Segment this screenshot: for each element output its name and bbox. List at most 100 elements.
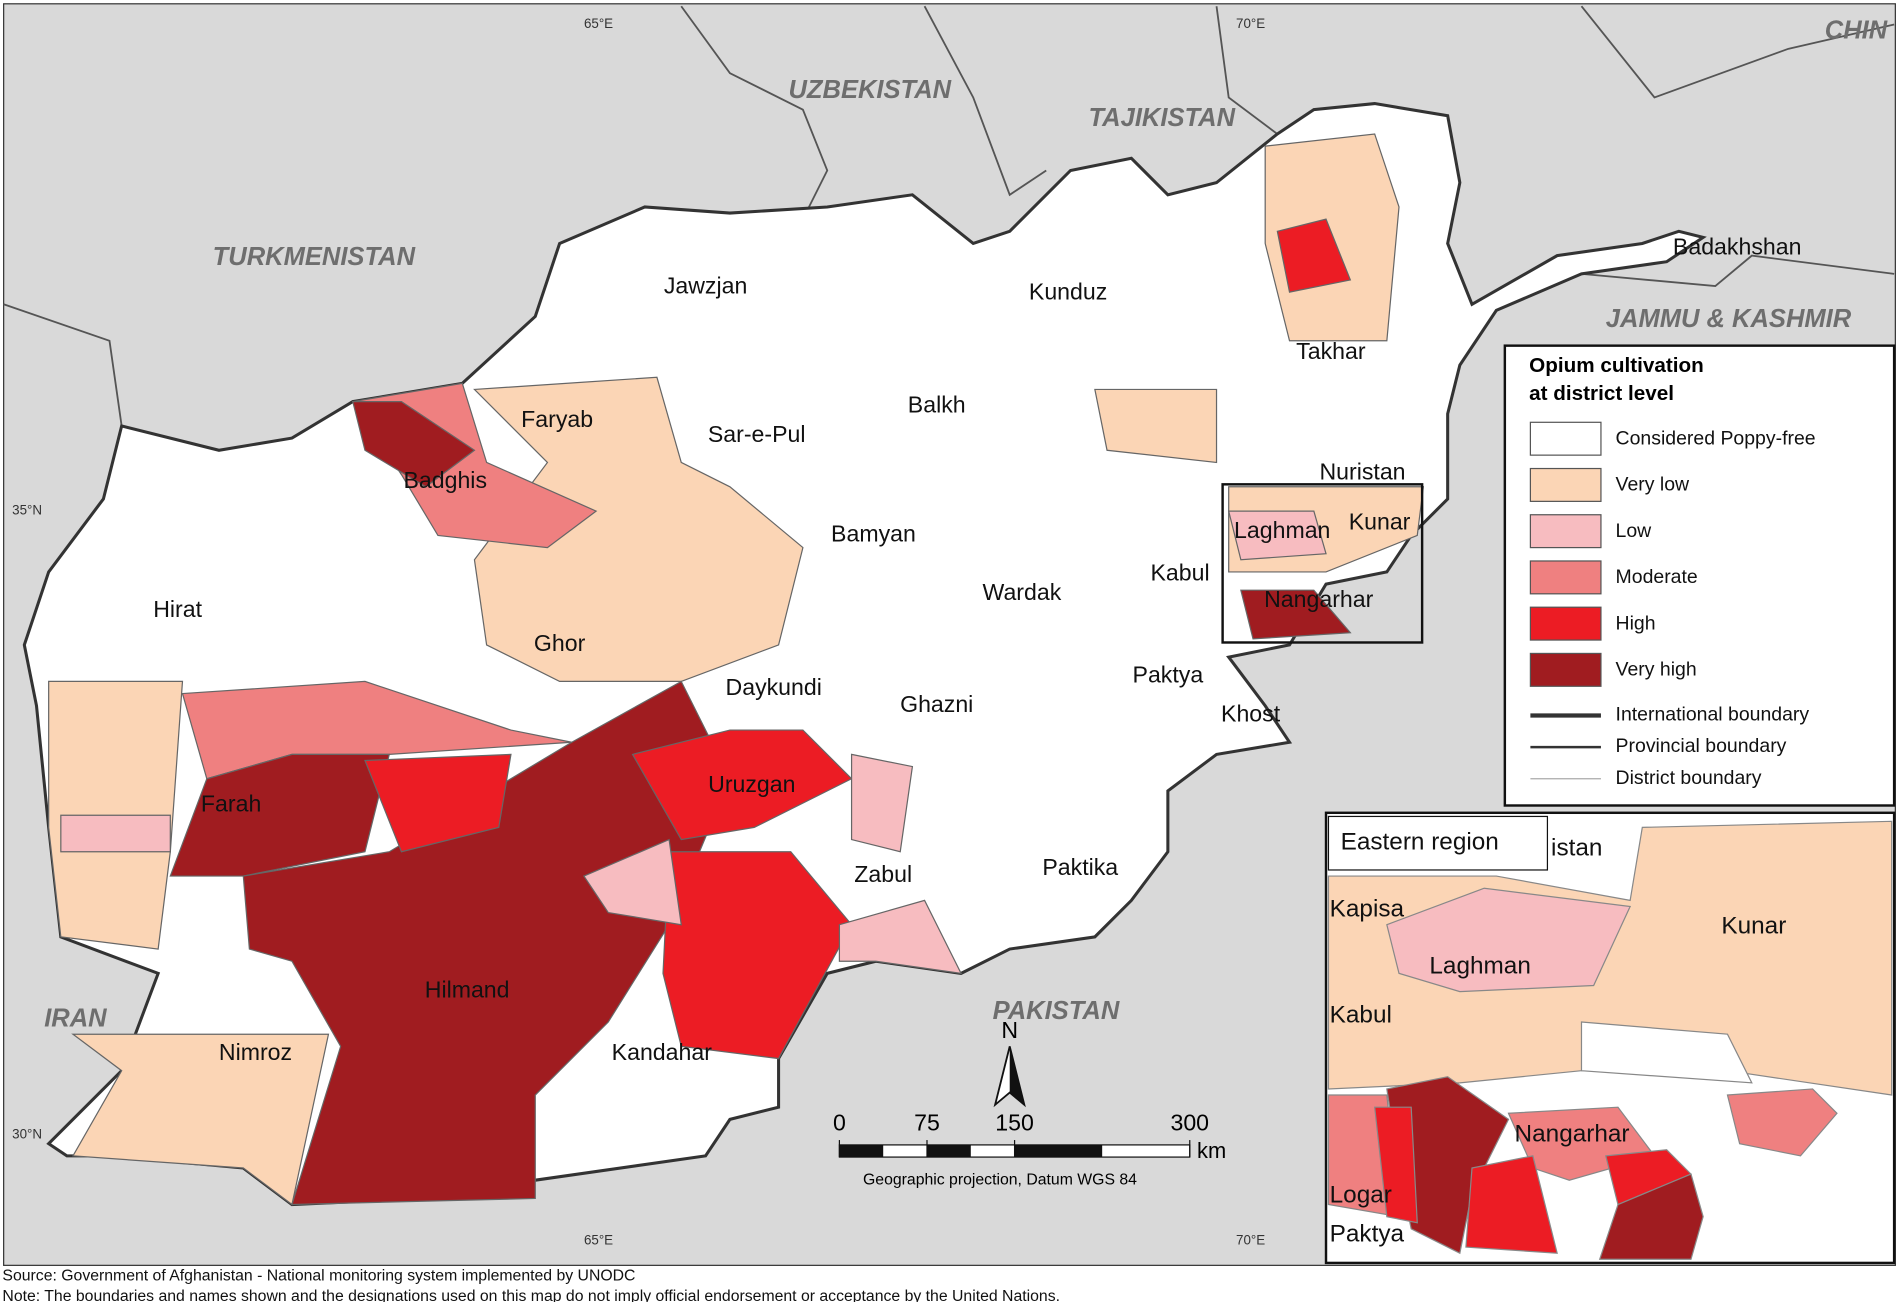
country-label: CHIN <box>1825 17 1888 45</box>
scale-label: 0 <box>833 1109 846 1135</box>
province-label: Bamyan <box>831 521 916 547</box>
legend-swatch <box>1529 467 1602 502</box>
legend-title: at district level <box>1529 382 1674 405</box>
region <box>60 814 171 853</box>
country-label: UZBEKISTAN <box>788 76 951 104</box>
inset-label: istan <box>1551 835 1602 862</box>
graticule: 65°E 70°E 65°E 70°E 35°N 30°N <box>12 16 1265 1248</box>
province-label: Zabul <box>854 861 912 887</box>
inset-title: Eastern region <box>1341 829 1499 856</box>
region <box>1240 589 1352 640</box>
inset-label: Kapisa <box>1330 896 1405 923</box>
province-label: Faryab <box>521 406 593 432</box>
scale-segment <box>926 1144 971 1158</box>
province-label: Hirat <box>153 596 202 622</box>
source-note: Source: Government of Afghanistan - Nati… <box>2 1267 635 1284</box>
legend-swatch <box>1529 652 1602 687</box>
region <box>1598 1173 1704 1260</box>
region <box>838 899 963 975</box>
country-label: JAMMU & KASHMIR <box>1606 305 1852 333</box>
legend-swatch <box>1529 514 1602 549</box>
scale-unit: km <box>1197 1138 1226 1163</box>
legend-label: Low <box>1616 520 1653 542</box>
province-label: Badakhshan <box>1673 233 1802 259</box>
region <box>1580 1021 1753 1084</box>
legend-swatch <box>1529 560 1602 595</box>
province-label: Farah <box>201 791 261 817</box>
legend-swatch <box>1529 606 1602 641</box>
country-label: PAKISTAN <box>993 997 1120 1025</box>
province-label: Daykundi <box>726 674 822 700</box>
region <box>1726 1088 1838 1157</box>
scale-segment <box>839 1144 884 1158</box>
province-label: Nangarhar <box>1264 586 1373 612</box>
region <box>1386 887 1632 993</box>
province-label: Sar-e-Pul <box>708 421 806 447</box>
legend-label: International boundary <box>1616 704 1810 726</box>
inset-label: Nangarhar <box>1515 1121 1630 1148</box>
country-label: IRAN <box>44 1004 107 1032</box>
lon-label: 65°E <box>584 16 613 31</box>
lon-label: 70°E <box>1236 1233 1265 1248</box>
inset-label: Laghman <box>1429 953 1530 980</box>
province-label: Laghman <box>1234 517 1330 543</box>
region <box>242 680 731 1206</box>
province-label: Paktika <box>1042 854 1118 880</box>
lat-label: 30°N <box>12 1127 42 1142</box>
province-label: Paktya <box>1133 662 1204 688</box>
province-label: Wardak <box>983 579 1062 605</box>
province-label: Badghis <box>403 467 487 493</box>
neighbour-border <box>3 5 1895 427</box>
province-label: Uruzgan <box>708 771 795 797</box>
region <box>1227 510 1327 561</box>
legend-label: Provincial boundary <box>1616 735 1787 757</box>
region <box>1276 218 1352 293</box>
region <box>473 376 804 683</box>
projection: Geographic projection, Datum WGS 84 <box>863 1171 1137 1188</box>
province-label: Jawzjan <box>664 272 748 298</box>
province-label: Hilmand <box>425 977 510 1003</box>
legend-label: District boundary <box>1616 767 1762 789</box>
province-label: Balkh <box>908 392 966 418</box>
legend-label: Moderate <box>1616 566 1698 588</box>
province-label: Kunar <box>1349 508 1411 534</box>
legend-title: Opium cultivation <box>1529 354 1704 377</box>
scale-label: 300 <box>1170 1109 1209 1135</box>
province-label: Takhar <box>1296 338 1366 364</box>
legend-label: Considered Poppy-free <box>1616 427 1816 449</box>
province-labels: Jawzjan Kunduz Takhar Badakhshan Faryab … <box>153 233 1801 1064</box>
scale-segment <box>1014 1144 1103 1158</box>
province-label: Ghor <box>534 630 586 656</box>
region <box>850 753 914 853</box>
inset-label: Kunar <box>1721 913 1786 940</box>
inset-extent <box>1221 483 1424 644</box>
inset-label: Logar <box>1330 1181 1392 1208</box>
lat-label: 35°N <box>12 503 42 518</box>
province-label: Khost <box>1221 701 1281 727</box>
region <box>352 401 476 488</box>
scale-label: 150 <box>995 1109 1034 1135</box>
inset-title-box <box>1327 815 1549 871</box>
inset-label: Kabul <box>1330 1001 1392 1028</box>
province-label: Kabul <box>1150 559 1209 585</box>
province-label: Kunduz <box>1029 278 1107 304</box>
inset: Eastern region istan Kapisa Laghman Kuna… <box>1324 811 1896 1265</box>
country-label: TAJIKISTAN <box>1088 104 1235 132</box>
legend-label: Very low <box>1616 474 1690 496</box>
legend-label: High <box>1616 612 1656 634</box>
lon-label: 70°E <box>1236 16 1265 31</box>
legend-label: Very high <box>1616 659 1697 681</box>
country-labels: UZBEKISTAN TAJIKISTAN TURKMENISTAN IRAN … <box>44 17 1888 1033</box>
region <box>71 1033 330 1206</box>
lon-label: 65°E <box>584 1233 613 1248</box>
province-label: Nuristan <box>1319 458 1405 484</box>
region <box>1094 388 1218 464</box>
regions <box>48 133 1425 1206</box>
country-label: TURKMENISTAN <box>213 243 416 271</box>
scale-bar: N 0 75 150 300 km Geographic projection, Dat… <box>833 1017 1226 1188</box>
scale-label: 75 <box>914 1109 940 1135</box>
inset-label: Paktya <box>1330 1220 1405 1247</box>
province-label: Ghazni <box>900 691 973 717</box>
